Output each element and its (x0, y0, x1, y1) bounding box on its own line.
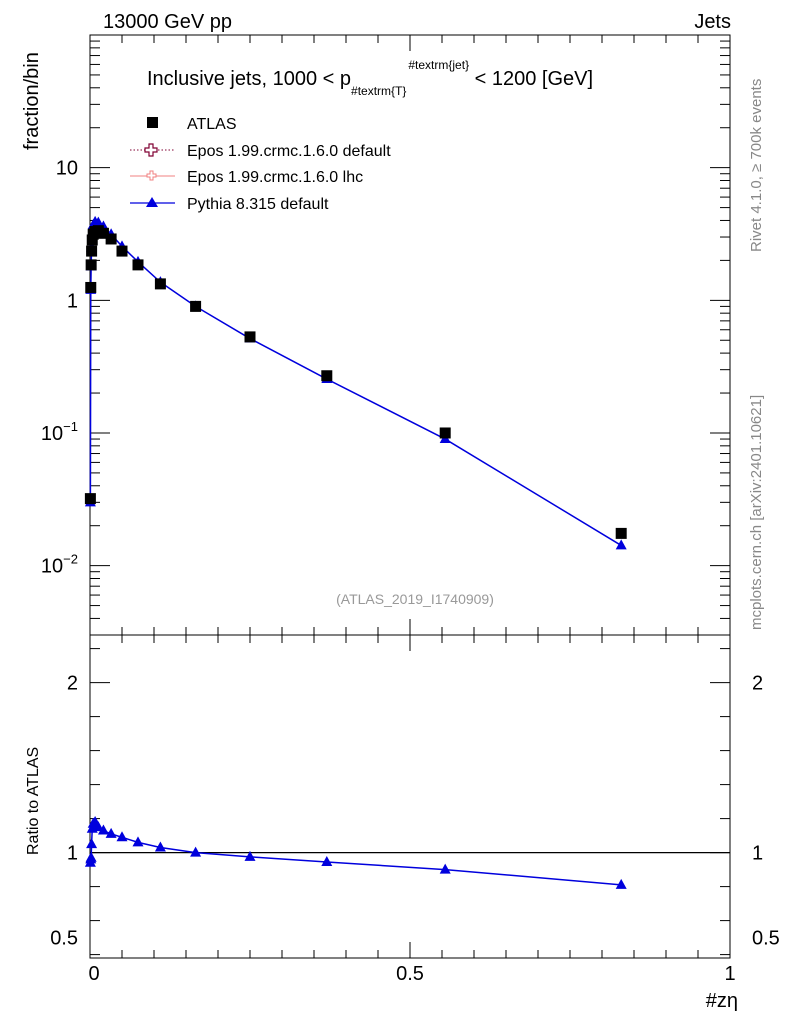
ratio-y-tick-label-right: 2 (752, 673, 763, 695)
atlas-point (132, 259, 144, 271)
ratio-y-tick-label-right: 0.5 (752, 928, 780, 950)
legend-marker-pythia (146, 197, 158, 207)
analysis-label: (ATLAS_2019_I1740909) (336, 591, 494, 607)
ratio-pythia-point (244, 850, 256, 861)
main-title-superscript: #textrm{jet} (408, 58, 469, 72)
y-tick-label: 10−1 (41, 419, 78, 445)
y-tick-label: 10−2 (41, 552, 78, 578)
ratio-y-tick-label-left: 1 (67, 843, 78, 865)
mcplots-label: mcplots.cern.ch [arXiv:2401.10621] (748, 395, 765, 630)
legend-item-pythia: Pythia 8.315 default (130, 196, 329, 213)
ratio-series (84, 816, 627, 889)
x-tick-label: 0 (88, 963, 99, 985)
category-label: Jets (694, 11, 731, 33)
ratio-ylabel: Ratio to ATLAS (25, 747, 42, 855)
x-tick-label: 0.5 (396, 963, 424, 985)
pythia-line (89, 221, 622, 547)
ratio-pythia-point (97, 824, 109, 835)
y-tick-label: 1 (67, 290, 78, 312)
atlas-point (84, 493, 96, 505)
legend-label-epos-lhc: Epos 1.99.crmc.1.6.0 lhc (187, 169, 363, 186)
atlas-point (85, 259, 97, 271)
legend-item-epos-default: Epos 1.99.crmc.1.6.0 default (130, 143, 391, 160)
legend-marker-atlas (147, 117, 158, 128)
y-tick-label-base: 10 (56, 158, 78, 180)
legend: ATLAS Epos 1.99.crmc.1.6.0 default Epos … (130, 116, 391, 213)
main-panel: Inclusive jets, 1000 < p#textrm{T}#textr… (21, 34, 731, 636)
pythia-point (92, 216, 104, 227)
ratio-pythia-point (85, 851, 97, 862)
legend-label-pythia: Pythia 8.315 default (187, 196, 329, 213)
ratio-pythia-point (321, 855, 333, 866)
legend-item-epos-lhc: Epos 1.99.crmc.1.6.0 lhc (130, 169, 363, 186)
ratio-axis-ticks: 0.5 0.5 1 1 2 2 0 0.5 1 (50, 635, 780, 985)
ratio-pythia-point (132, 836, 144, 847)
ratio-frame (89, 634, 731, 959)
main-series (84, 215, 627, 550)
y-tick-label-exponent: −2 (63, 552, 78, 567)
ratio-pythia-point (116, 831, 128, 842)
ratio-y-tick-label-left: 2 (67, 673, 78, 695)
ratio-pythia-point (92, 821, 104, 832)
legend-item-atlas: ATLAS (147, 116, 237, 133)
main-ylabel: fraction/bin (21, 52, 43, 150)
ratio-pythia-point (86, 838, 98, 849)
atlas-point (190, 300, 202, 312)
y-tick-label-base: 10 (41, 423, 63, 445)
main-title-tail: < 1200 [GeV] (469, 68, 593, 90)
atlas-point (97, 227, 109, 239)
atlas-point (439, 427, 451, 439)
ratio-pythia-point (615, 878, 627, 889)
ratio-pythia-point (154, 841, 166, 852)
ratio-pythia-line (89, 820, 622, 886)
main-title-base: Inclusive jets, 1000 < p (147, 68, 351, 90)
atlas-point (615, 527, 627, 539)
main-title-subscript: #textrm{T} (351, 84, 406, 98)
main-frame (89, 34, 731, 636)
ratio-y-tick-label-right: 1 (752, 843, 763, 865)
atlas-point (85, 281, 97, 293)
x-tick-label: 1 (724, 963, 735, 985)
main-title: Inclusive jets, 1000 < p#textrm{T}#textr… (147, 58, 593, 98)
pythia-point (615, 539, 627, 550)
legend-marker-epos-default (144, 143, 158, 157)
legend-label-epos-default: Epos 1.99.crmc.1.6.0 default (187, 143, 391, 160)
ratio-pythia-point (105, 827, 117, 838)
y-tick-label-base: 1 (67, 290, 78, 312)
x-axis-label: #zη (706, 990, 738, 1012)
ratio-pythia-point (190, 846, 202, 857)
y-tick-label-exponent: −1 (63, 419, 78, 434)
energy-label: 13000 GeV pp (103, 11, 232, 33)
atlas-point (154, 278, 166, 290)
ratio-panel: Ratio to ATLAS 0.5 0.5 1 1 2 2 0 0.5 1 #zη (25, 634, 780, 1012)
atlas-point (86, 245, 98, 257)
atlas-point (244, 331, 256, 343)
legend-label-atlas: ATLAS (187, 116, 237, 133)
atlas-point (116, 245, 128, 257)
atlas-point (86, 234, 98, 246)
atlas-point (321, 370, 333, 382)
rivet-label: Rivet 4.1.0, ≥ 700k events (748, 79, 765, 252)
y-tick-label-base: 10 (41, 556, 63, 578)
ratio-y-tick-label-left: 0.5 (50, 928, 78, 950)
ratio-pythia-point (439, 863, 451, 874)
legend-marker-epos-lhc (146, 170, 157, 181)
y-tick-label: 10 (56, 158, 78, 180)
atlas-point (105, 233, 117, 245)
